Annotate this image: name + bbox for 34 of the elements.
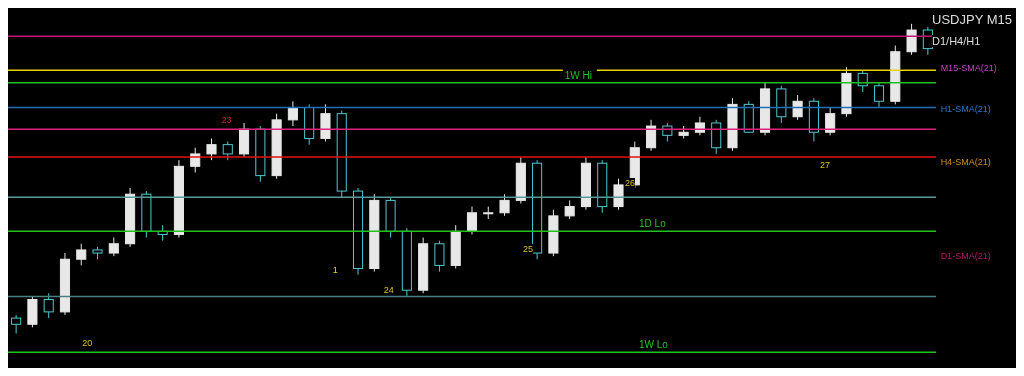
annotation: 25 xyxy=(523,243,534,254)
annotation: 1 xyxy=(332,264,338,275)
candlestick xyxy=(825,106,836,136)
candlestick xyxy=(499,193,510,217)
candlestick xyxy=(287,100,298,127)
candlestick xyxy=(222,141,233,161)
ref-line-label: 1W Lo xyxy=(639,339,669,351)
candlestick xyxy=(906,23,917,56)
candlestick xyxy=(43,292,54,319)
text: D1/H4/H1 xyxy=(932,35,1012,47)
candlestick xyxy=(873,82,885,108)
candlestick xyxy=(466,206,478,235)
candlestick xyxy=(646,119,657,152)
candlestick xyxy=(564,199,575,220)
ref-line-label: 1W Hi xyxy=(564,69,593,81)
candlestick xyxy=(434,240,445,273)
ref-line-label: 1D Lo xyxy=(639,218,667,230)
annotation: 23 xyxy=(221,114,232,125)
annotation: 27 xyxy=(820,160,831,171)
annotation: 24 xyxy=(383,285,394,296)
candlestick xyxy=(613,178,624,211)
annotation: 26 xyxy=(625,177,636,188)
text: H1-SMA(21) xyxy=(940,104,991,115)
candlestick xyxy=(76,243,87,266)
candlestick xyxy=(11,314,22,335)
candlestick xyxy=(792,94,803,121)
candlestick xyxy=(108,237,119,257)
candlestick xyxy=(206,137,217,161)
text: D1-SMA(21) xyxy=(940,250,991,261)
text: M15-SMA(21) xyxy=(940,62,997,73)
text: USDJPY M15 xyxy=(932,12,1012,27)
text: 20 xyxy=(82,337,93,348)
text: H4-SMA(21) xyxy=(940,156,991,167)
candlestick xyxy=(857,69,868,93)
